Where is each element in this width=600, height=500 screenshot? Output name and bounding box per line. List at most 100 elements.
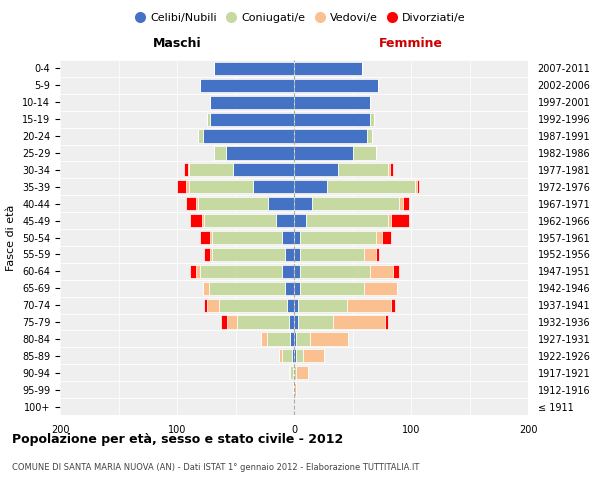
Bar bbox=[300, 231, 376, 244]
Bar bbox=[209, 282, 284, 295]
Bar bbox=[338, 164, 388, 176]
Bar bbox=[294, 79, 378, 92]
Bar bbox=[367, 130, 373, 142]
Bar bbox=[306, 214, 388, 227]
Bar bbox=[187, 180, 188, 194]
Legend: Celibi/Nubili, Coniugati/e, Vedovi/e, Divorziati/e: Celibi/Nubili, Coniugati/e, Vedovi/e, Di… bbox=[130, 8, 470, 28]
Bar bbox=[289, 316, 294, 328]
Bar bbox=[294, 146, 353, 160]
Text: Popolazione per età, sesso e stato civile - 2012: Popolazione per età, sesso e stato civil… bbox=[12, 432, 343, 446]
Bar bbox=[208, 298, 219, 312]
Bar bbox=[296, 366, 308, 380]
Bar bbox=[279, 349, 283, 362]
Bar bbox=[294, 214, 306, 227]
Bar bbox=[188, 164, 233, 176]
Bar bbox=[233, 164, 294, 176]
Bar bbox=[227, 316, 236, 328]
Bar bbox=[294, 366, 296, 380]
Bar bbox=[293, 366, 294, 380]
Bar bbox=[187, 197, 196, 210]
Bar bbox=[198, 130, 203, 142]
Bar bbox=[203, 130, 294, 142]
Bar bbox=[394, 264, 400, 278]
Bar bbox=[391, 214, 409, 227]
Bar bbox=[300, 248, 364, 261]
Bar bbox=[283, 264, 294, 278]
Bar bbox=[196, 197, 198, 210]
Bar bbox=[221, 316, 227, 328]
Bar bbox=[198, 197, 268, 210]
Bar bbox=[311, 197, 400, 210]
Bar bbox=[332, 316, 385, 328]
Bar bbox=[353, 146, 376, 160]
Bar bbox=[294, 383, 296, 396]
Bar bbox=[283, 349, 292, 362]
Bar bbox=[294, 332, 296, 345]
Bar bbox=[210, 231, 212, 244]
Bar bbox=[294, 96, 370, 109]
Bar bbox=[364, 282, 397, 295]
Bar bbox=[294, 130, 367, 142]
Bar bbox=[289, 366, 290, 380]
Bar bbox=[200, 79, 294, 92]
Y-axis label: Fasce di età: Fasce di età bbox=[7, 204, 16, 270]
Bar bbox=[294, 349, 296, 362]
Bar bbox=[294, 180, 327, 194]
Bar bbox=[296, 332, 310, 345]
Bar bbox=[376, 248, 379, 261]
Bar bbox=[385, 316, 388, 328]
Text: COMUNE DI SANTA MARIA NUOVA (AN) - Dati ISTAT 1° gennaio 2012 - Elaborazione TUT: COMUNE DI SANTA MARIA NUOVA (AN) - Dati … bbox=[12, 462, 419, 471]
Bar bbox=[214, 146, 226, 160]
Bar bbox=[292, 349, 294, 362]
Bar bbox=[376, 231, 382, 244]
Bar bbox=[196, 264, 200, 278]
Bar bbox=[253, 180, 294, 194]
Bar bbox=[294, 298, 298, 312]
Bar bbox=[382, 231, 391, 244]
Bar bbox=[284, 282, 294, 295]
Bar bbox=[287, 298, 294, 312]
Bar bbox=[290, 332, 294, 345]
Bar bbox=[364, 248, 376, 261]
Bar bbox=[388, 214, 391, 227]
Text: Maschi: Maschi bbox=[152, 37, 202, 50]
Bar bbox=[327, 180, 415, 194]
Bar bbox=[200, 231, 210, 244]
Bar bbox=[294, 197, 311, 210]
Bar bbox=[210, 248, 212, 261]
Bar bbox=[203, 282, 209, 295]
Bar bbox=[304, 349, 325, 362]
Bar bbox=[294, 231, 300, 244]
Bar bbox=[294, 248, 300, 261]
Bar bbox=[210, 112, 294, 126]
Bar bbox=[388, 164, 390, 176]
Bar bbox=[212, 248, 284, 261]
Bar bbox=[177, 180, 187, 194]
Bar bbox=[200, 264, 283, 278]
Bar bbox=[400, 197, 403, 210]
Bar bbox=[190, 214, 202, 227]
Bar bbox=[184, 164, 188, 176]
Bar bbox=[226, 146, 294, 160]
Bar bbox=[294, 264, 300, 278]
Bar bbox=[284, 248, 294, 261]
Text: Femmine: Femmine bbox=[379, 37, 443, 50]
Bar bbox=[370, 112, 374, 126]
Bar bbox=[189, 180, 253, 194]
Bar bbox=[208, 112, 210, 126]
Bar bbox=[204, 248, 210, 261]
Bar bbox=[390, 164, 394, 176]
Bar bbox=[261, 332, 267, 345]
Bar bbox=[236, 316, 289, 328]
Bar bbox=[296, 349, 304, 362]
Bar bbox=[347, 298, 391, 312]
Bar bbox=[298, 316, 332, 328]
Bar bbox=[300, 264, 370, 278]
Bar bbox=[403, 197, 409, 210]
Bar bbox=[294, 112, 370, 126]
Bar bbox=[294, 316, 298, 328]
Bar bbox=[210, 96, 294, 109]
Bar bbox=[283, 231, 294, 244]
Bar bbox=[298, 298, 347, 312]
Bar bbox=[294, 164, 338, 176]
